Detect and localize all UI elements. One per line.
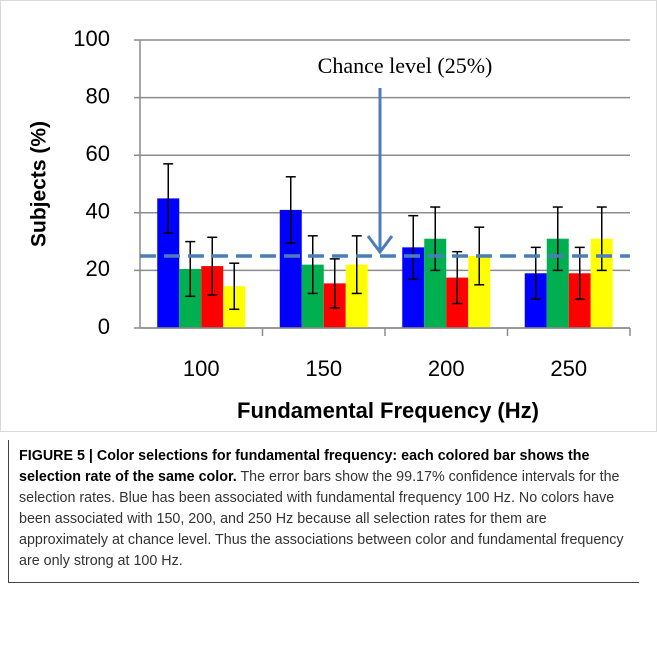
error-bar bbox=[329, 258, 340, 309]
bar bbox=[279, 209, 302, 328]
error-bar bbox=[351, 235, 362, 295]
error-bar bbox=[596, 206, 607, 272]
y-tick-label: 100 bbox=[73, 26, 110, 51]
bar bbox=[546, 238, 569, 328]
x-axis-title: Fundamental Frequency (Hz) bbox=[237, 398, 539, 423]
chart: Subjects (%) Fundamental Frequency (Hz) … bbox=[0, 0, 657, 432]
error-bar bbox=[207, 236, 218, 296]
x-tick-label: 150 bbox=[305, 356, 342, 381]
y-tick-label: 80 bbox=[86, 83, 110, 108]
y-tick-label: 60 bbox=[86, 141, 110, 166]
bar bbox=[201, 266, 224, 328]
error-bar bbox=[307, 235, 318, 295]
caption: FIGURE 5 | Color selections for fundamen… bbox=[8, 440, 639, 583]
bar bbox=[345, 264, 368, 328]
error-bar bbox=[285, 176, 296, 244]
caption-label: FIGURE 5 | Color selections for fundamen… bbox=[19, 448, 590, 485]
x-tick-label: 200 bbox=[428, 356, 465, 381]
y-tick-label: 20 bbox=[86, 256, 110, 281]
error-bar bbox=[552, 206, 563, 272]
error-bar bbox=[430, 206, 441, 272]
bar bbox=[590, 238, 613, 328]
caption-text: The error bars show the 99.17% confidenc… bbox=[19, 469, 624, 569]
bar bbox=[424, 238, 447, 328]
x-tick-label: 100 bbox=[183, 356, 220, 381]
arrow-head bbox=[366, 235, 394, 255]
error-bar bbox=[229, 262, 240, 311]
error-bar bbox=[185, 240, 196, 298]
error-bar bbox=[163, 163, 174, 234]
bar bbox=[157, 198, 180, 328]
error-bar bbox=[408, 214, 419, 280]
y-tick-label: 40 bbox=[86, 199, 110, 224]
bar bbox=[179, 268, 202, 328]
y-tick-label: 0 bbox=[98, 314, 110, 339]
bar bbox=[468, 256, 491, 328]
bar bbox=[524, 273, 547, 328]
bar bbox=[568, 273, 591, 328]
x-tick-label: 250 bbox=[550, 356, 587, 381]
bar bbox=[301, 264, 324, 328]
y-axis-title: Subjects (%) bbox=[28, 121, 51, 247]
bar bbox=[402, 247, 425, 328]
annotation: Chance level (25%) bbox=[318, 53, 493, 78]
error-bar bbox=[452, 250, 463, 305]
